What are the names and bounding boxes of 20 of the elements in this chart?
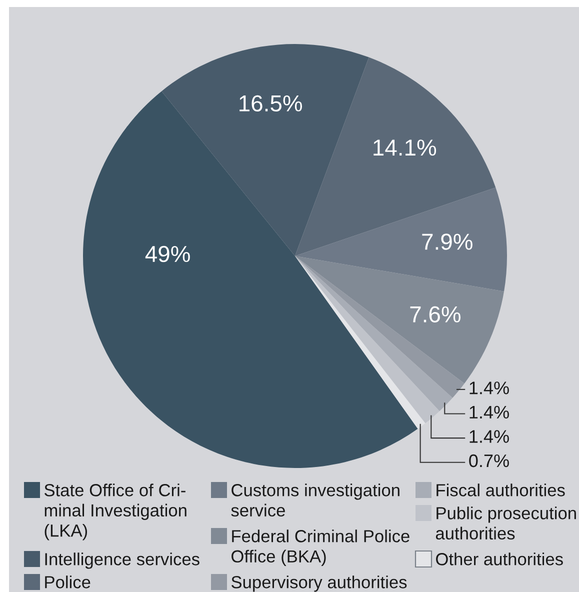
data-label: 1.4% bbox=[470, 430, 509, 443]
legend-label: Public prosecution authorities bbox=[436, 506, 576, 540]
data-label: 16.5% bbox=[240, 95, 302, 112]
pie-slice bbox=[295, 256, 504, 384]
data-label: 14.1% bbox=[374, 140, 436, 156]
legend-label: Supervisory authorities bbox=[231, 576, 407, 592]
legend-label: Other authorities bbox=[436, 552, 563, 566]
legend-label: Fiscal authorities bbox=[436, 484, 565, 496]
data-label: 7.9% bbox=[422, 234, 472, 250]
legend-label: Intelligence services bbox=[45, 552, 200, 569]
data-label: 0.7% bbox=[469, 454, 509, 468]
data-label: 7.6% bbox=[410, 306, 461, 322]
data-label: 49% bbox=[145, 246, 190, 262]
legend-label: Police bbox=[45, 576, 90, 588]
legend-label: Federal Criminal Police Office (BKA) bbox=[232, 530, 410, 566]
pie-slice bbox=[295, 188, 507, 292]
legend-label: State Office of Cri- minal Investigation (LKA) bbox=[44, 484, 186, 540]
data-label: 1.4% bbox=[470, 382, 509, 394]
data-label: 1.4% bbox=[470, 406, 509, 419]
legend-label: Customs investigation service bbox=[231, 484, 400, 517]
